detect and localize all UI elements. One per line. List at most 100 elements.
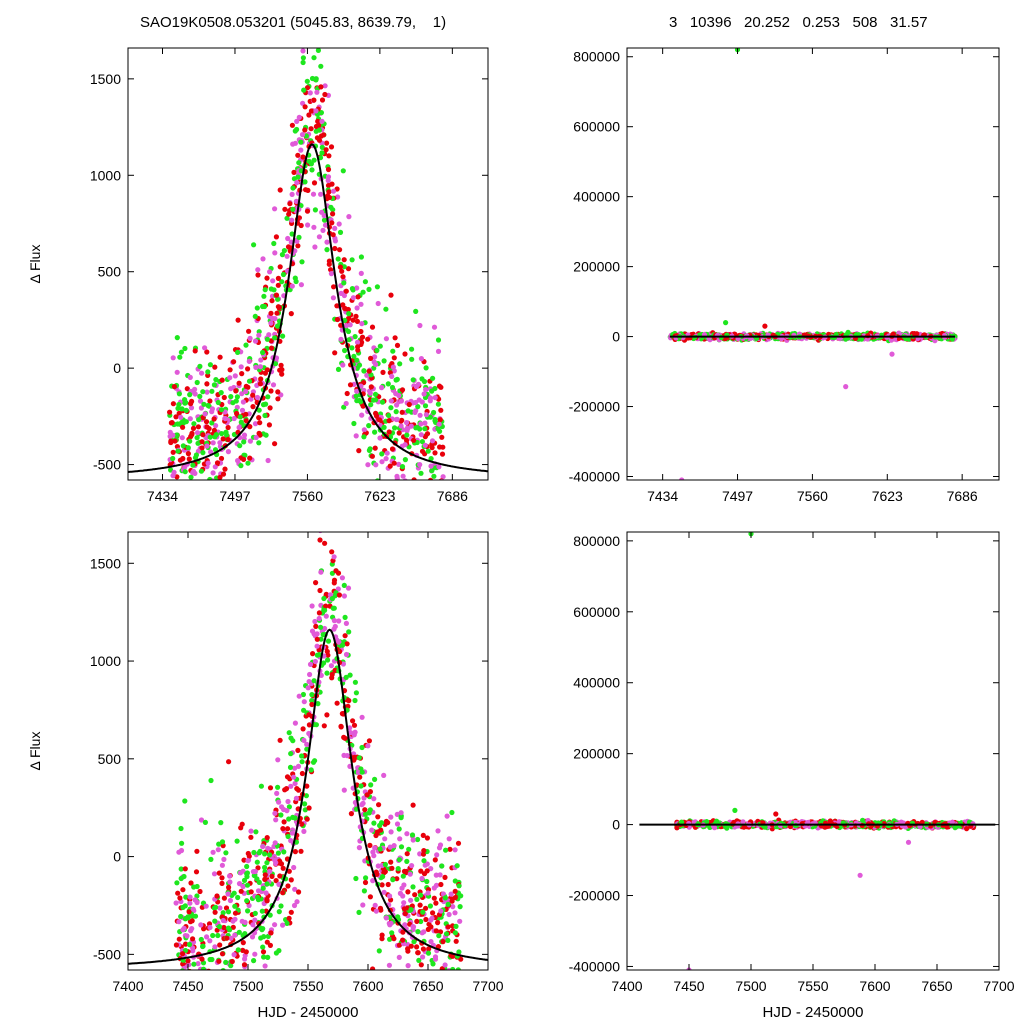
data-point	[430, 491, 435, 496]
data-point	[381, 358, 387, 364]
data-point	[272, 206, 278, 212]
data-point	[221, 856, 227, 863]
data-point	[344, 390, 350, 397]
data-point	[409, 356, 415, 362]
x-tick-label: 7560	[292, 488, 323, 504]
data-point	[304, 78, 310, 84]
data-point	[188, 405, 195, 411]
data-point	[438, 540, 443, 545]
data-point	[450, 966, 456, 970]
data-point	[207, 398, 213, 404]
data-point	[407, 871, 413, 877]
data-point	[207, 434, 213, 440]
data-point	[453, 985, 458, 990]
data-point	[200, 943, 206, 949]
data-point	[452, 910, 458, 916]
data-point	[248, 889, 254, 895]
data-point	[178, 866, 184, 872]
data-point	[370, 966, 376, 970]
data-point	[358, 270, 364, 276]
data-point	[440, 939, 446, 945]
data-point	[431, 895, 437, 901]
data-point	[220, 471, 227, 477]
data-point	[405, 963, 411, 969]
data-point	[288, 735, 294, 741]
data-point	[332, 667, 338, 674]
data-point	[206, 426, 212, 432]
data-point	[422, 510, 427, 515]
data-point	[331, 618, 337, 624]
data-point	[389, 865, 395, 871]
data-point	[258, 357, 264, 363]
data-point	[194, 435, 200, 441]
data-point	[234, 394, 240, 400]
y-tick-label: 1000	[90, 653, 121, 669]
data-point	[322, 222, 329, 228]
data-point	[170, 355, 176, 361]
data-point	[206, 489, 211, 494]
data-point	[309, 698, 315, 704]
data-point	[314, 652, 320, 658]
data-point	[295, 243, 301, 249]
data-point	[441, 993, 446, 998]
data-point	[387, 844, 393, 850]
data-point	[252, 421, 259, 427]
x-tick-label: 7434	[147, 488, 178, 504]
data-point	[318, 569, 324, 575]
data-point	[362, 279, 368, 285]
data-point	[419, 399, 425, 405]
data-point	[338, 290, 344, 296]
data-point	[247, 455, 253, 461]
data-point	[183, 894, 189, 900]
data-point	[223, 959, 229, 966]
x-tick-label: 7500	[232, 978, 263, 994]
data-point	[392, 425, 398, 431]
data-point	[197, 363, 203, 369]
data-point	[279, 252, 285, 258]
data-point	[212, 464, 218, 470]
data-point	[417, 322, 423, 329]
panel-2: 7434 7497 7560 7623 7686 -400000 -200000 0 20000…	[569, 47, 1000, 504]
data-point	[300, 726, 306, 732]
data-point	[270, 278, 276, 284]
data-point	[316, 127, 322, 133]
data-point	[380, 874, 386, 880]
data-point	[408, 907, 414, 913]
data-point	[208, 777, 214, 784]
data-point	[414, 944, 420, 950]
data-point	[341, 257, 347, 263]
data-point	[338, 336, 344, 342]
data-point	[410, 377, 416, 383]
data-point	[424, 481, 429, 486]
data-point	[300, 691, 306, 698]
data-points	[128, 48, 488, 545]
data-point	[229, 958, 235, 965]
data-point	[424, 526, 429, 531]
data-point	[418, 892, 424, 898]
data-point	[320, 632, 326, 638]
data-point	[341, 280, 347, 286]
data-point	[231, 505, 236, 510]
data-point	[262, 963, 268, 969]
data-point	[310, 191, 317, 197]
data-point	[251, 849, 257, 856]
data-point	[174, 432, 180, 438]
data-point	[340, 168, 346, 174]
data-point	[427, 903, 433, 909]
data-point	[223, 429, 229, 435]
data-point	[275, 396, 281, 402]
data-point	[347, 382, 354, 388]
data-point	[192, 1015, 197, 1020]
data-point	[300, 59, 306, 66]
data-point	[425, 890, 431, 896]
data-point	[324, 670, 330, 676]
data-point	[412, 892, 418, 898]
data-point	[222, 466, 228, 472]
data-point	[232, 373, 238, 379]
data-point	[215, 399, 221, 406]
data-point	[319, 144, 325, 150]
data-point	[171, 384, 177, 390]
data-point	[325, 166, 332, 173]
data-point	[286, 915, 292, 921]
data-point	[426, 946, 432, 952]
